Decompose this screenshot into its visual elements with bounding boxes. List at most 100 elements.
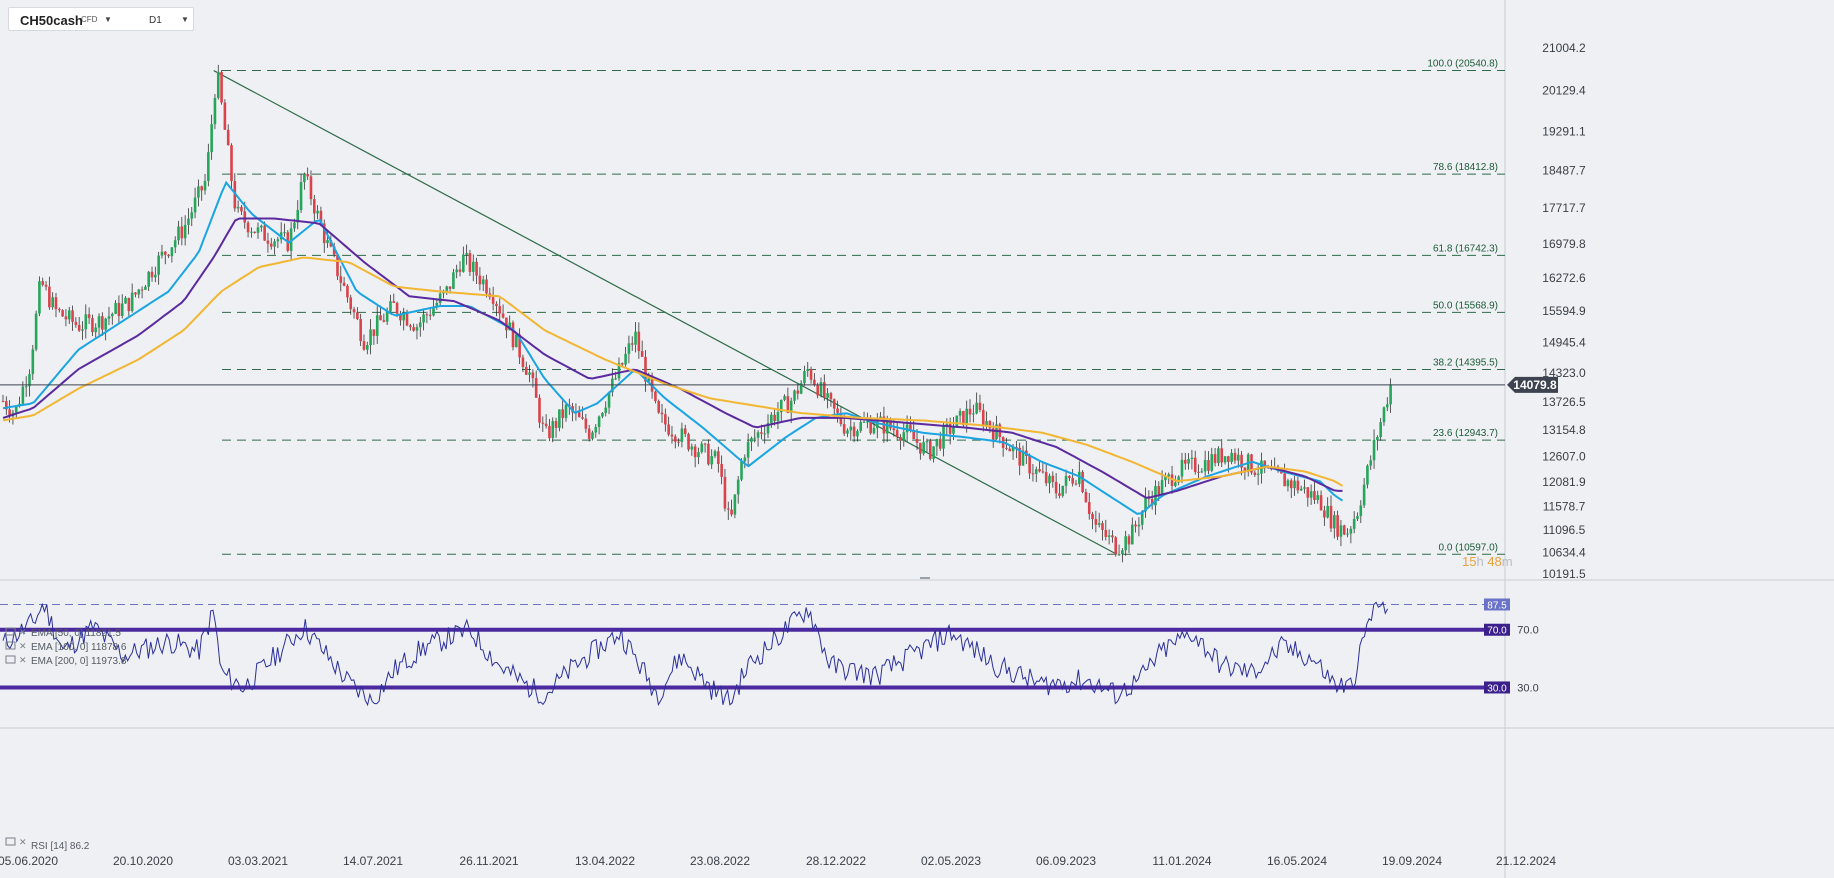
candle-body <box>1382 407 1386 423</box>
candle-body <box>1289 480 1293 489</box>
candle-body <box>885 419 889 434</box>
candle-body <box>677 441 680 443</box>
candle-body <box>303 174 306 183</box>
candle-body <box>34 313 38 350</box>
candle-body <box>41 281 45 285</box>
candle-body <box>1220 448 1224 463</box>
candle-body <box>362 341 366 350</box>
candle-body <box>766 423 770 434</box>
candle-body <box>1230 452 1233 462</box>
candle-body <box>1280 470 1283 474</box>
candle-body <box>61 310 64 317</box>
close-icon: ✕ <box>19 655 27 665</box>
candle-body <box>862 421 866 423</box>
candle-body <box>942 426 945 449</box>
candle-body <box>359 319 362 342</box>
candle-body <box>389 301 392 312</box>
candle-body <box>1286 480 1290 487</box>
rsi-axis-label: 30.0 <box>1517 682 1538 694</box>
candle-body <box>1074 483 1078 485</box>
candle-body <box>87 314 91 319</box>
candle-body <box>654 391 657 402</box>
candle-body <box>1362 484 1366 506</box>
price-tick-label: 16979.8 <box>1542 237 1586 251</box>
candle-body <box>697 452 700 458</box>
candle-body <box>584 418 588 429</box>
candle-body <box>1084 492 1088 503</box>
candle-body <box>180 226 184 239</box>
candle-body <box>912 430 916 439</box>
candle-body <box>375 315 379 336</box>
candle-body <box>475 261 478 276</box>
candle-body <box>14 405 18 413</box>
candle-body <box>587 428 591 439</box>
candle-body <box>856 430 859 437</box>
candle-body <box>938 438 942 449</box>
candle-body <box>624 353 627 365</box>
candle-body <box>1028 455 1031 474</box>
candle-body <box>1366 465 1369 485</box>
candle-body <box>120 303 124 316</box>
candle-body <box>1326 505 1329 518</box>
candle-body <box>428 314 432 316</box>
candle-body <box>1342 525 1346 535</box>
candle-body <box>1111 535 1114 538</box>
candle-body <box>210 124 213 153</box>
rsi-level-tag-label: 70.0 <box>1487 626 1507 637</box>
candle-body <box>250 231 253 233</box>
candle-body <box>779 399 783 413</box>
candle-body <box>773 414 776 422</box>
ema-legend-label: EMA [50, 0] 11821.5 <box>31 628 121 639</box>
candle-body <box>137 289 141 295</box>
candle-body <box>97 316 101 328</box>
candle-body <box>852 426 856 437</box>
candle-body <box>965 408 969 426</box>
price-tick-label: 11096.5 <box>1543 523 1586 537</box>
candle-body <box>1071 477 1074 484</box>
candle-body <box>866 421 869 423</box>
candle-body <box>634 331 637 345</box>
candle-body <box>392 301 396 303</box>
candle-body <box>28 374 31 387</box>
candle-body <box>1104 529 1108 537</box>
candle-body <box>1174 482 1177 487</box>
candle-body <box>1217 448 1220 464</box>
candle-body <box>872 428 876 434</box>
candle-body <box>336 254 339 277</box>
candle-body <box>38 281 41 314</box>
candle-body <box>1283 473 1286 487</box>
candle-body <box>1107 535 1111 537</box>
candle-body <box>541 422 545 424</box>
candle-body <box>140 289 144 291</box>
timeframe-dropdown-icon[interactable]: ▼ <box>181 15 189 24</box>
candle-body <box>1213 454 1217 464</box>
candle-body <box>197 186 200 198</box>
price-axis: 21004.2 20129.4 19291.1 18487.7 17717.7 16979… <box>1542 41 1586 581</box>
candle-body <box>511 322 515 348</box>
candle-body <box>8 409 11 417</box>
fib-level-label: 23.6 (12943.7) <box>1433 428 1498 439</box>
candle-body <box>647 375 651 382</box>
candle-body <box>1038 469 1041 472</box>
candle-body <box>213 97 217 125</box>
candle-body <box>54 297 58 309</box>
candle-body <box>657 401 661 413</box>
candle-body <box>1352 518 1356 529</box>
candle-body <box>819 382 823 396</box>
symbol-dropdown-icon[interactable]: ▼ <box>104 15 112 24</box>
candle-body <box>829 393 833 400</box>
candle-body <box>491 297 495 304</box>
timeframe-selector[interactable]: D1 <box>149 15 162 26</box>
candle-body <box>842 424 846 434</box>
candle-body <box>1081 471 1084 493</box>
candle-body <box>1137 524 1141 527</box>
candle-body <box>74 321 78 325</box>
candle-body <box>448 286 452 289</box>
symbol-selector[interactable]: CH50cash <box>20 13 83 28</box>
candle-body <box>1064 475 1068 486</box>
candle-body <box>909 424 912 431</box>
candle-body <box>1313 491 1316 500</box>
candle-body <box>1207 460 1210 471</box>
candle-body <box>952 427 955 434</box>
